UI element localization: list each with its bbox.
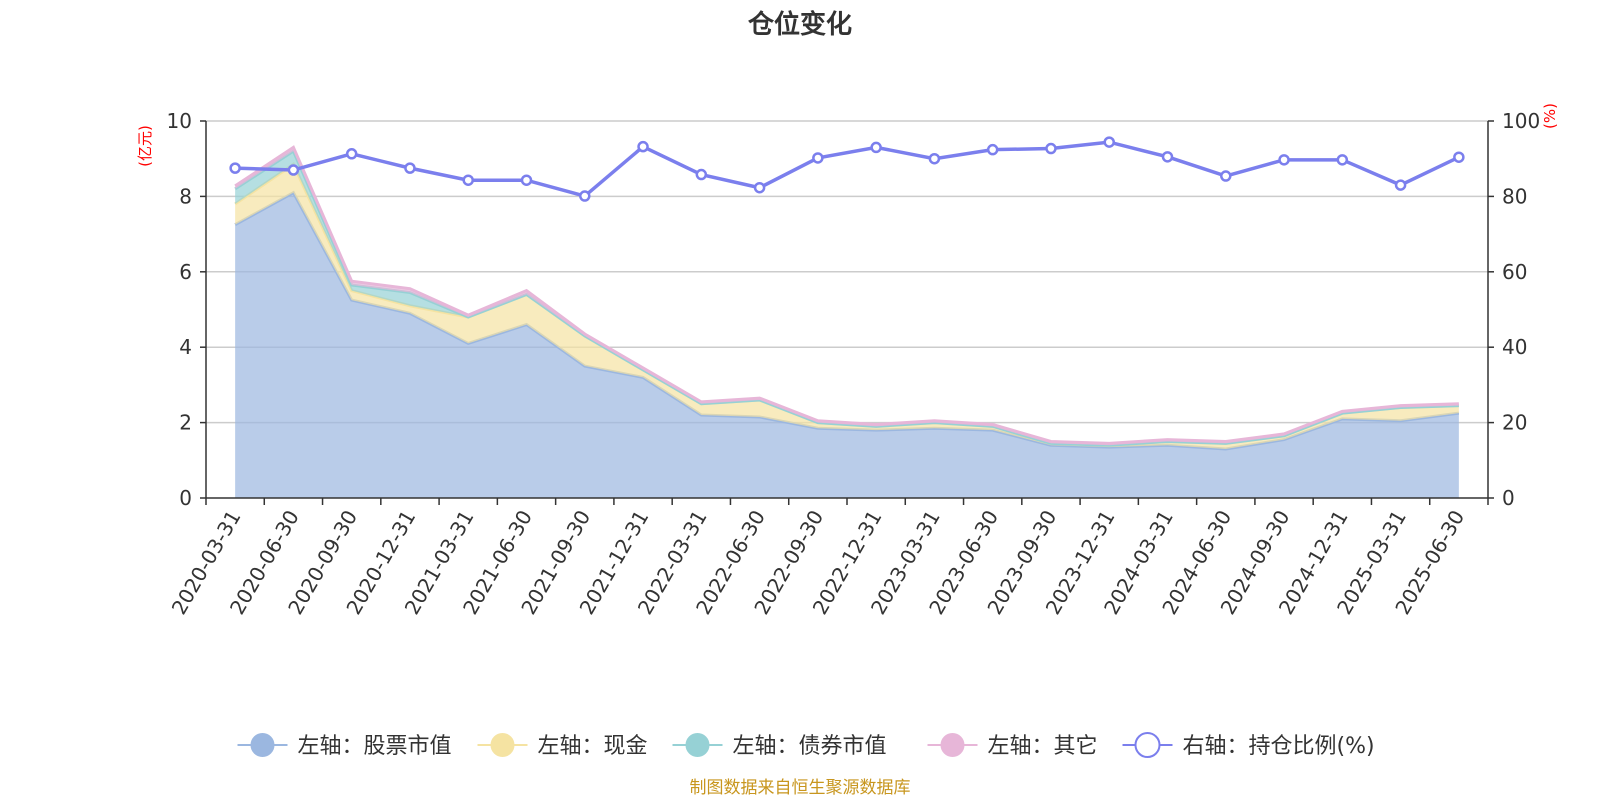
- right-tick-label: 20: [1502, 411, 1527, 435]
- legend-marker: [490, 733, 515, 757]
- ratio-point: [1045, 142, 1057, 155]
- area-左轴：股票市值: [235, 192, 1459, 498]
- legend-marker: [940, 733, 965, 757]
- ratio-point: [1336, 154, 1349, 166]
- ratio-point: [637, 140, 649, 153]
- ratio-point: [1220, 170, 1232, 182]
- ratio-point: [753, 181, 766, 194]
- legend-label: 左轴：债券市值: [733, 734, 887, 759]
- left-tick-label: 10: [167, 109, 192, 133]
- ratio-point: [404, 162, 416, 174]
- left-tick-label: 0: [179, 486, 192, 510]
- ratio-point: [520, 174, 533, 186]
- legend-marker: [1134, 732, 1161, 758]
- ratio-point: [287, 164, 300, 176]
- source-note: 制图数据来自恒生聚源数据库: [690, 778, 911, 798]
- ratio-point: [928, 152, 941, 165]
- legend-label: 左轴：股票市值: [298, 734, 452, 759]
- legend-item: 左轴：债券市值: [672, 733, 887, 759]
- ratio-line: [235, 140, 1460, 198]
- ratio-point: [1103, 136, 1115, 148]
- left-tick-label: 4: [179, 335, 192, 359]
- position-ratio-line: [229, 136, 1465, 202]
- legend: 左轴：股票市值 左轴：现金 左轴：债券市值 左轴：其它 右轴：持仓比例(%): [237, 732, 1375, 759]
- ratio-point: [812, 152, 824, 164]
- legend-item: 左轴：股票市值: [237, 733, 452, 759]
- ratio-point: [1278, 154, 1290, 166]
- stacked-areas: [234, 145, 1460, 498]
- ratio-point: [695, 168, 708, 181]
- legend-label: 左轴：现金: [538, 734, 648, 759]
- legend-label: 左轴：其它: [988, 734, 1098, 759]
- right-tick-label: 60: [1502, 260, 1527, 284]
- area-左轴：现金: [235, 164, 1459, 449]
- legend-marker: [250, 733, 275, 757]
- left-axis-unit: (亿元): [136, 125, 154, 167]
- ratio-point: [1453, 151, 1465, 163]
- right-tick-label: 80: [1502, 184, 1527, 208]
- legend-item: 右轴：持仓比例(%): [1122, 732, 1375, 759]
- ratio-point: [579, 190, 591, 202]
- right-tick-label: 0: [1502, 486, 1515, 510]
- left-tick-label: 8: [179, 184, 192, 208]
- left-tick-label: 6: [179, 260, 192, 284]
- ratio-point: [986, 143, 999, 156]
- ratio-point: [870, 141, 882, 154]
- chart-title: 仓位变化: [747, 9, 852, 40]
- right-tick-label: 100: [1502, 109, 1540, 133]
- legend-item: 左轴：其它: [927, 733, 1098, 759]
- ratio-point: [229, 162, 241, 174]
- ratio-point: [345, 148, 358, 160]
- legend-item: 左轴：现金: [477, 733, 648, 759]
- ratio-point: [1161, 151, 1174, 163]
- legend-label: 右轴：持仓比例(%): [1183, 734, 1375, 759]
- legend-marker: [685, 733, 710, 757]
- area-edge-左轴：其它: [234, 145, 1459, 445]
- left-tick-label: 2: [179, 411, 192, 435]
- ratio-point: [462, 174, 474, 186]
- right-axis-unit: (%): [1541, 103, 1559, 129]
- right-tick-label: 40: [1502, 335, 1527, 359]
- ratio-point: [1394, 179, 1407, 191]
